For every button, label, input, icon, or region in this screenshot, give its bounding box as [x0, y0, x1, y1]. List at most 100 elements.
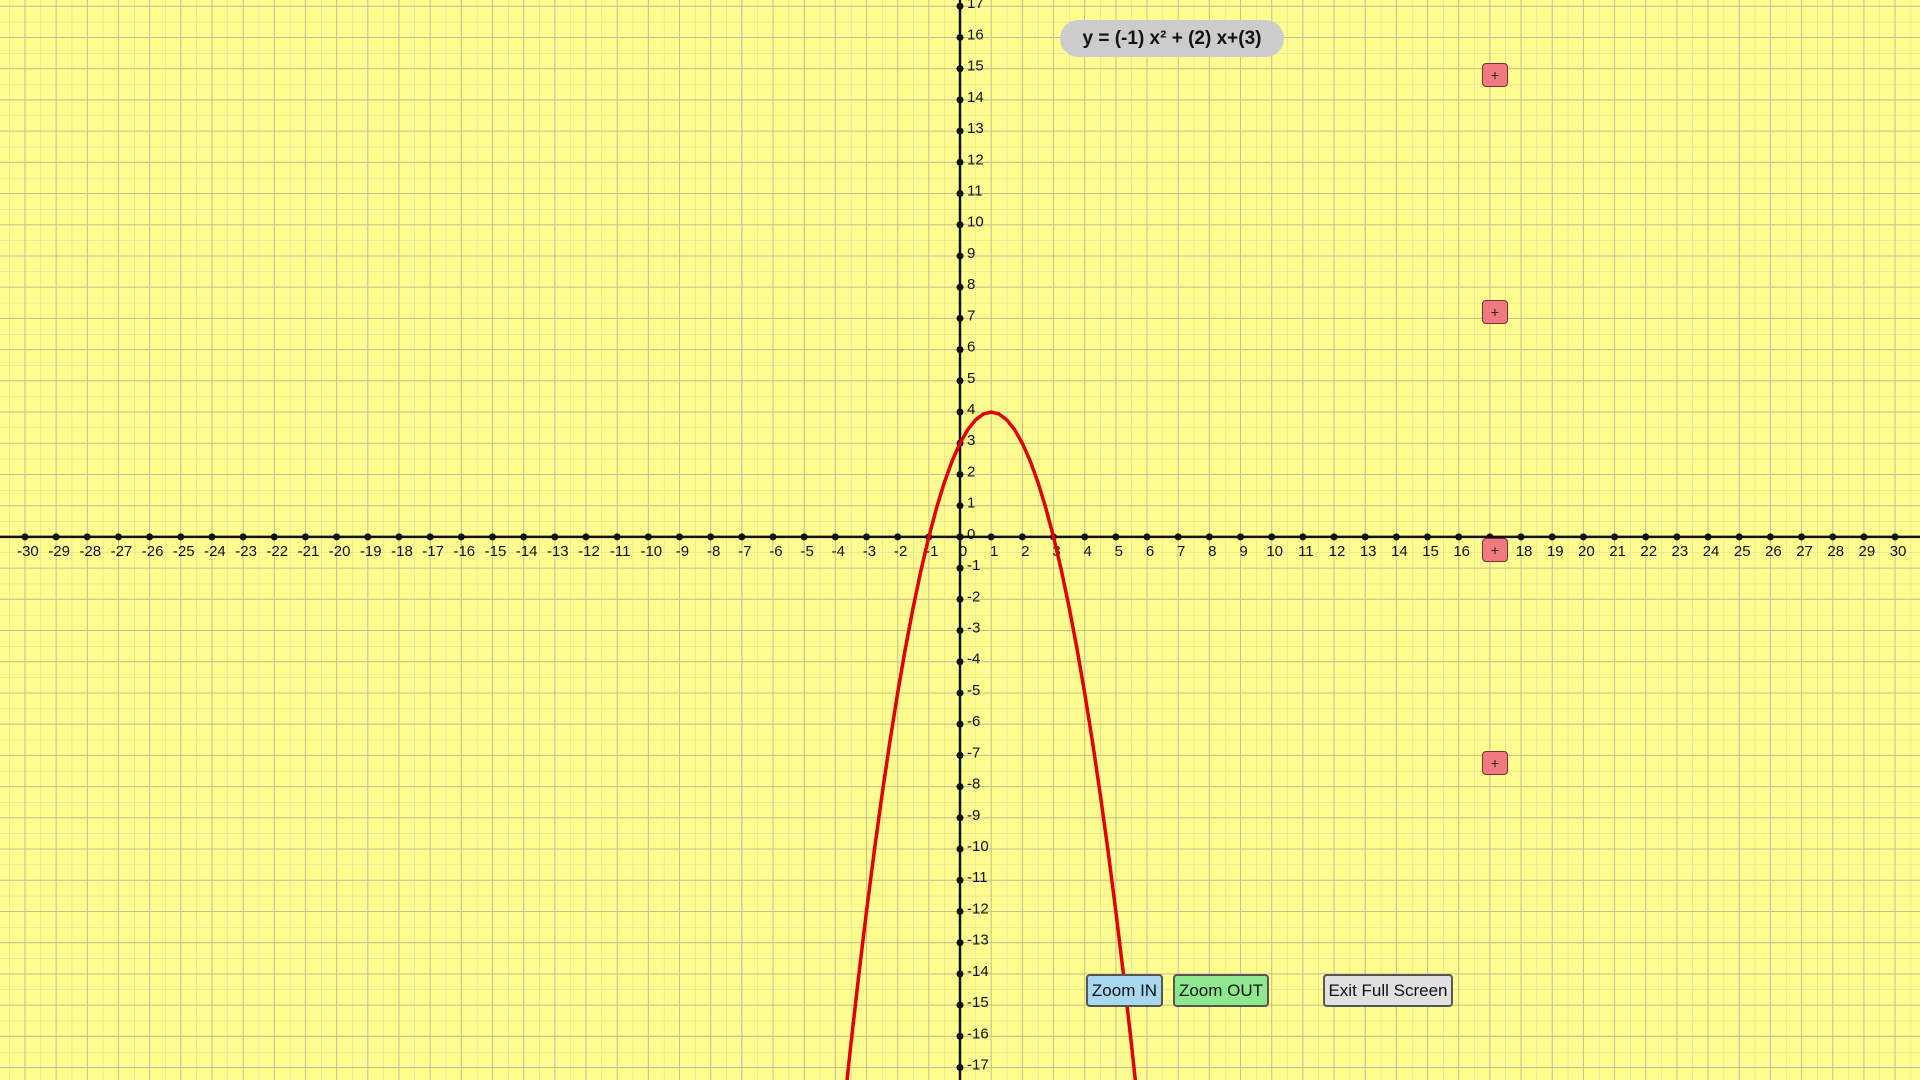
- x-tick: [426, 533, 434, 541]
- y-tick: [956, 158, 964, 166]
- y-tick: [956, 502, 964, 510]
- add-button[interactable]: +: [1482, 300, 1508, 324]
- x-tick-label: 25: [1734, 543, 1751, 560]
- x-tick-label: 2: [1021, 543, 1029, 560]
- y-tick: [956, 783, 964, 791]
- x-tick-label: -1: [925, 543, 938, 560]
- x-tick-label: 14: [1391, 543, 1408, 560]
- x-tick-label: -5: [800, 543, 813, 560]
- x-tick-label: -15: [485, 543, 507, 560]
- x-tick: [21, 533, 29, 541]
- y-tick: [956, 470, 964, 478]
- x-tick-label: 7: [1177, 543, 1185, 560]
- y-tick-label: 11: [967, 182, 983, 199]
- x-tick-label: 4: [1084, 543, 1092, 560]
- x-tick-label: 9: [1239, 543, 1247, 560]
- x-tick-label: -29: [48, 543, 70, 560]
- y-tick: [956, 1064, 964, 1072]
- x-tick-label: 28: [1827, 543, 1844, 560]
- y-tick-label: -12: [967, 900, 989, 917]
- x-tick: [675, 533, 683, 541]
- add-button[interactable]: +: [1482, 538, 1508, 562]
- x-tick-label: 8: [1208, 543, 1216, 560]
- x-tick-label: 26: [1765, 543, 1782, 560]
- x-tick: [1704, 533, 1712, 541]
- x-tick-label: 15: [1422, 543, 1439, 560]
- zoom-in-button[interactable]: Zoom IN: [1086, 974, 1163, 1007]
- x-tick: [1455, 533, 1463, 541]
- y-tick: [956, 533, 964, 541]
- y-tick-label: 6: [967, 339, 975, 356]
- x-tick-label: 21: [1609, 543, 1626, 560]
- x-tick: [83, 533, 91, 541]
- y-tick: [956, 876, 964, 884]
- add-button[interactable]: +: [1482, 63, 1508, 87]
- x-tick: [1174, 533, 1182, 541]
- x-tick: [1361, 533, 1369, 541]
- x-tick-label: 22: [1640, 543, 1657, 560]
- y-tick-label: -4: [967, 651, 980, 668]
- y-tick: [956, 221, 964, 229]
- x-tick-label: 30: [1890, 543, 1907, 560]
- x-tick-label: -25: [173, 543, 195, 560]
- y-tick-label: 16: [967, 26, 984, 43]
- x-tick: [644, 533, 652, 541]
- y-tick-label: -5: [967, 682, 980, 699]
- x-tick-label: -7: [738, 543, 751, 560]
- x-tick: [52, 533, 60, 541]
- y-tick: [956, 627, 964, 635]
- y-tick-label: -7: [967, 744, 980, 761]
- x-tick: [333, 533, 341, 541]
- x-tick-label: -26: [142, 543, 164, 560]
- x-tick-label: -22: [266, 543, 288, 560]
- x-tick-label: 5: [1115, 543, 1123, 560]
- x-tick: [457, 533, 465, 541]
- y-tick-label: -8: [967, 776, 980, 793]
- x-tick-label: 0: [959, 543, 967, 560]
- x-tick-label: 20: [1578, 543, 1595, 560]
- x-tick-label: -17: [422, 543, 444, 560]
- x-tick-label: -6: [769, 543, 782, 560]
- x-tick-label: 24: [1703, 543, 1720, 560]
- y-tick: [956, 751, 964, 759]
- x-tick: [582, 533, 590, 541]
- x-tick-label: -28: [79, 543, 101, 560]
- x-tick-label: -11: [610, 543, 631, 560]
- y-tick-label: -1: [967, 557, 980, 574]
- exit-full-screen-button[interactable]: Exit Full Screen: [1323, 974, 1453, 1007]
- y-tick: [956, 377, 964, 385]
- x-tick: [1330, 533, 1338, 541]
- x-tick: [1205, 533, 1213, 541]
- x-tick-label: 19: [1547, 543, 1564, 560]
- x-tick: [1143, 533, 1151, 541]
- y-tick-label: -13: [967, 932, 989, 949]
- y-tick: [956, 190, 964, 198]
- x-tick-label: -9: [676, 543, 689, 560]
- y-tick-label: -16: [967, 1025, 989, 1042]
- y-tick-label: -2: [967, 588, 980, 605]
- add-button[interactable]: +: [1482, 751, 1508, 775]
- y-tick-label: -6: [967, 713, 980, 730]
- y-tick-label: 8: [967, 276, 975, 293]
- y-tick: [956, 127, 964, 135]
- x-tick-label: 23: [1672, 543, 1689, 560]
- x-tick-label: 27: [1796, 543, 1813, 560]
- y-tick-label: -9: [967, 807, 980, 824]
- x-tick: [1891, 533, 1899, 541]
- x-tick-label: 13: [1360, 543, 1377, 560]
- x-tick: [987, 533, 995, 541]
- x-tick-label: -10: [640, 543, 662, 560]
- x-tick: [114, 533, 122, 541]
- x-tick-label: -30: [17, 543, 39, 560]
- y-tick-label: 2: [967, 463, 975, 480]
- x-tick-label: 10: [1266, 543, 1283, 560]
- y-tick-label: 17: [967, 0, 984, 12]
- x-tick: [1611, 533, 1619, 541]
- y-tick-label: 4: [967, 401, 975, 418]
- x-tick: [1112, 533, 1120, 541]
- x-tick: [1018, 533, 1026, 541]
- x-tick: [551, 533, 559, 541]
- zoom-out-button[interactable]: Zoom OUT: [1173, 974, 1269, 1007]
- y-tick-label: -14: [967, 963, 989, 980]
- y-tick: [956, 970, 964, 978]
